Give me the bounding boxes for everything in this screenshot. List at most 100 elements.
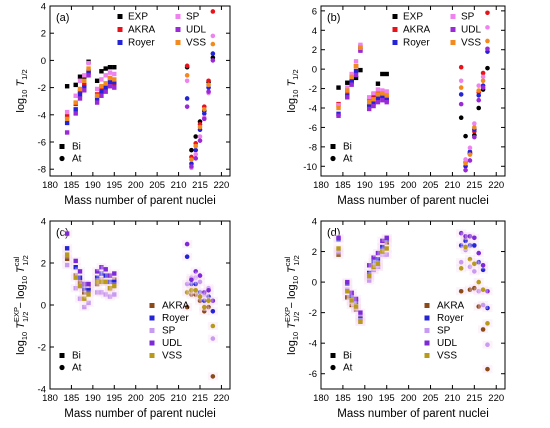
- data-point: [82, 281, 87, 287]
- data-point: [210, 336, 216, 341]
- data-point: [485, 321, 490, 326]
- data-point: [472, 121, 477, 126]
- data-point: [77, 296, 83, 301]
- data-point: [458, 288, 464, 294]
- y-tick-label: 0: [41, 56, 46, 67]
- data-point: [99, 93, 104, 98]
- y-label-part: 1/2: [292, 255, 301, 265]
- data-point: [206, 78, 211, 84]
- data-point: [384, 240, 389, 245]
- data-point: [384, 99, 389, 105]
- y-tick-label: -2: [309, 84, 317, 95]
- y-tick-label: 4: [41, 217, 46, 228]
- data-point: [371, 103, 376, 109]
- x-tick-label: 180: [42, 180, 58, 191]
- data-point: [201, 298, 207, 304]
- data-point: [94, 290, 100, 295]
- data-point: [201, 116, 207, 122]
- y-label-part: 1/2: [291, 69, 300, 79]
- data-point: [349, 74, 354, 80]
- data-point: [82, 286, 87, 291]
- data-point: [467, 243, 473, 248]
- data-point: [197, 273, 203, 278]
- x-axis-label: Mass number of parent nuclei: [337, 195, 489, 207]
- x-tick-label: 185: [335, 180, 351, 191]
- chart-panel-d: 180 185 190 195 200 205 210 215 220 -6 -4 -2 0 2 4 Mass…: [283, 217, 506, 420]
- data-point: [375, 92, 381, 97]
- data-point: [201, 309, 207, 314]
- data-point: [184, 78, 190, 84]
- data-point: [77, 92, 83, 97]
- legend-label: At: [72, 154, 82, 165]
- data-point: [103, 89, 108, 94]
- data-point: [380, 98, 385, 103]
- data-point: [206, 82, 211, 88]
- legend-label: At: [72, 363, 82, 374]
- y-label-part: log: [15, 98, 27, 113]
- y-label-part: 1/2: [20, 69, 29, 79]
- legend-label: VSS: [186, 38, 206, 49]
- data-point: [206, 288, 211, 293]
- data-point: [463, 167, 468, 173]
- data-point: [99, 265, 104, 270]
- legend-marker: [392, 14, 398, 19]
- x-axis-label: Mass number of parent nuclei: [64, 408, 216, 420]
- color-legend: EXP AKRA Royer SP UDL VSS: [117, 12, 206, 49]
- x-tick-label: 180: [42, 393, 58, 404]
- data-point: [458, 101, 464, 107]
- data-point: [384, 71, 389, 77]
- legend-marker: [330, 155, 336, 162]
- y-axis-label: log10 TEXP1/2 − log10 Tcal1/2: [12, 255, 30, 355]
- y-label-part: 1/2: [21, 312, 30, 322]
- y-label-part: 10: [291, 90, 300, 98]
- data-point: [380, 91, 385, 96]
- data-point: [94, 100, 100, 105]
- data-point: [349, 71, 354, 77]
- x-tick-label: 190: [85, 393, 101, 404]
- data-point: [353, 304, 359, 309]
- series-royer: [62, 244, 218, 316]
- data-point: [197, 134, 203, 139]
- y-tick-label: -2: [38, 343, 46, 354]
- data-point: [384, 89, 389, 94]
- legend-label: Bi: [72, 142, 81, 153]
- data-point: [336, 235, 341, 240]
- data-point: [77, 86, 83, 92]
- x-tick-label: 220: [488, 180, 504, 191]
- legend-marker: [392, 40, 398, 45]
- legend-marker: [424, 303, 430, 308]
- data-point: [86, 281, 91, 287]
- data-point: [371, 267, 376, 273]
- data-point: [210, 323, 216, 329]
- data-point: [380, 249, 385, 254]
- data-point: [193, 134, 199, 139]
- data-point: [103, 279, 108, 285]
- data-point: [467, 264, 473, 270]
- data-point: [73, 286, 78, 291]
- data-point: [349, 302, 354, 308]
- x-tick-label: 200: [128, 180, 144, 191]
- data-point: [193, 281, 199, 287]
- data-point: [345, 80, 350, 85]
- y-axis-label: log10 T1/2: [286, 69, 300, 112]
- data-point: [480, 262, 486, 268]
- data-point: [64, 130, 70, 135]
- data-point: [375, 96, 381, 101]
- x-tick-label: 195: [106, 393, 122, 404]
- data-point: [476, 97, 482, 103]
- data-point: [103, 273, 108, 278]
- y-tick-label: -8: [309, 142, 317, 153]
- data-point: [472, 285, 477, 291]
- series-udl: [62, 229, 218, 305]
- series-udl: [64, 58, 216, 169]
- data-point: [345, 279, 350, 285]
- y-label-part: cal: [12, 256, 21, 266]
- y-tick-label: -2: [38, 83, 46, 94]
- legend-marker: [149, 353, 155, 358]
- data-point: [193, 156, 199, 161]
- legend-label: VSS: [162, 351, 182, 362]
- data-point: [77, 89, 83, 94]
- legend-marker: [330, 364, 336, 371]
- data-point: [184, 304, 190, 310]
